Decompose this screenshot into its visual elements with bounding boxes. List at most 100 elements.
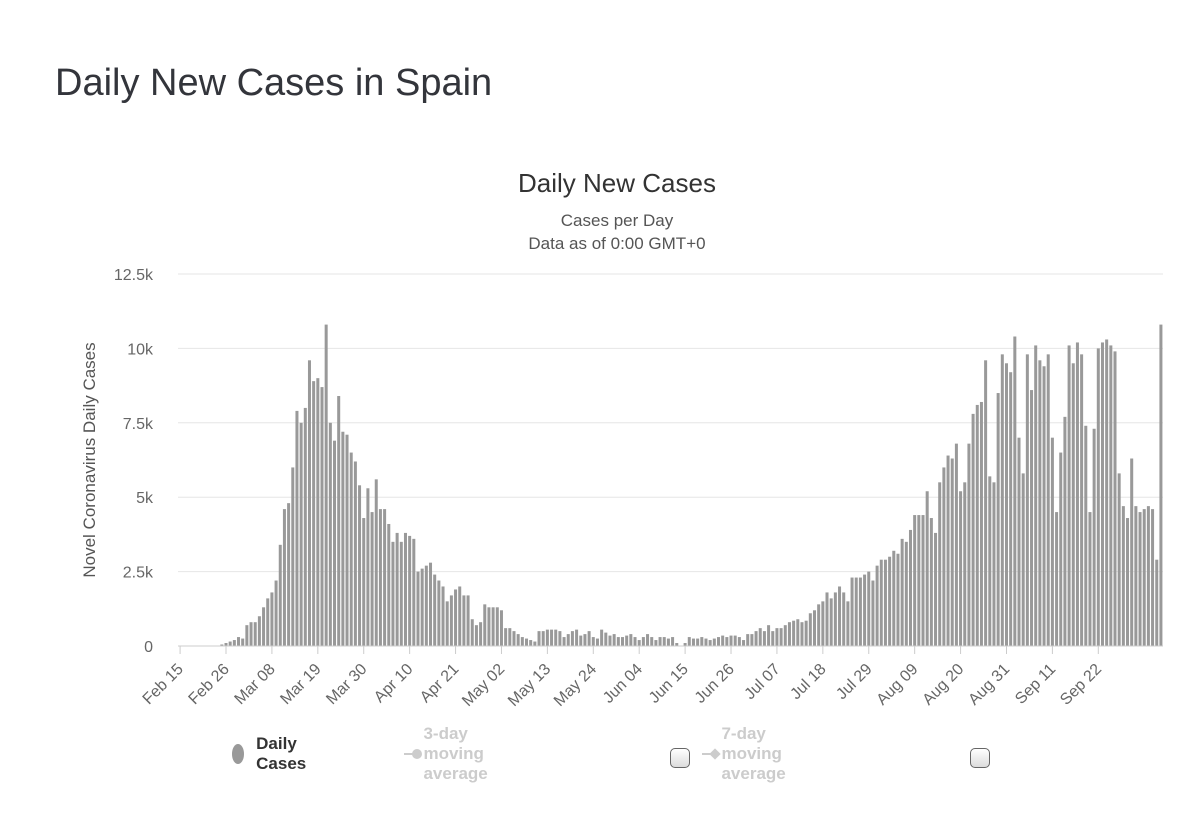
bar-daily-cases[interactable] bbox=[817, 604, 821, 646]
bar-daily-cases[interactable] bbox=[629, 634, 633, 646]
bar-daily-cases[interactable] bbox=[796, 619, 800, 646]
bar-daily-cases[interactable] bbox=[470, 619, 474, 646]
bar-daily-cases[interactable] bbox=[274, 580, 278, 646]
bar-daily-cases[interactable] bbox=[675, 643, 679, 646]
bar-daily-cases[interactable] bbox=[378, 509, 382, 646]
bar-daily-cases[interactable] bbox=[429, 562, 433, 646]
bar-daily-cases[interactable] bbox=[729, 635, 733, 646]
legend-item-daily-cases[interactable]: Daily Cases bbox=[232, 734, 314, 773]
bar-daily-cases[interactable] bbox=[337, 396, 341, 646]
bar-daily-cases[interactable] bbox=[320, 387, 324, 646]
bar-daily-cases[interactable] bbox=[241, 638, 245, 646]
bar-daily-cases[interactable] bbox=[537, 631, 541, 646]
bar-daily-cases[interactable] bbox=[691, 638, 695, 646]
bar-daily-cases[interactable] bbox=[963, 482, 967, 646]
bar-daily-cases[interactable] bbox=[746, 634, 750, 646]
bar-daily-cases[interactable] bbox=[353, 461, 357, 646]
bar-daily-cases[interactable] bbox=[1034, 345, 1038, 646]
bar-daily-cases[interactable] bbox=[721, 635, 725, 646]
bar-daily-cases[interactable] bbox=[575, 629, 579, 646]
bar-daily-cases[interactable] bbox=[787, 622, 791, 646]
bar-daily-cases[interactable] bbox=[474, 625, 478, 646]
bar-daily-cases[interactable] bbox=[483, 604, 487, 646]
bar-daily-cases[interactable] bbox=[704, 638, 708, 646]
bar-daily-cases[interactable] bbox=[1046, 354, 1050, 646]
bar-daily-cases[interactable] bbox=[913, 515, 917, 646]
bar-daily-cases[interactable] bbox=[587, 631, 591, 646]
bar-daily-cases[interactable] bbox=[950, 458, 954, 646]
bar-daily-cases[interactable] bbox=[1105, 339, 1109, 646]
bar-daily-cases[interactable] bbox=[1146, 506, 1150, 646]
bar-daily-cases[interactable] bbox=[408, 535, 412, 646]
bar-daily-cases[interactable] bbox=[1155, 559, 1159, 646]
bar-daily-cases[interactable] bbox=[996, 393, 1000, 646]
bar-daily-cases[interactable] bbox=[812, 610, 816, 646]
bar-daily-cases[interactable] bbox=[792, 620, 796, 646]
bar-daily-cases[interactable] bbox=[291, 467, 295, 646]
bar-daily-cases[interactable] bbox=[863, 574, 867, 646]
bar-daily-cases[interactable] bbox=[892, 550, 896, 646]
bar-daily-cases[interactable] bbox=[804, 620, 808, 646]
bar-daily-cases[interactable] bbox=[591, 637, 595, 646]
bar-daily-cases[interactable] bbox=[533, 641, 537, 646]
bar-daily-cases[interactable] bbox=[499, 610, 503, 646]
bar-daily-cases[interactable] bbox=[846, 601, 850, 646]
bar-daily-cases[interactable] bbox=[454, 589, 458, 646]
bar-daily-cases[interactable] bbox=[237, 637, 241, 646]
bar-daily-cases[interactable] bbox=[925, 491, 929, 646]
bar-daily-cases[interactable] bbox=[341, 431, 345, 646]
bar-daily-cases[interactable] bbox=[917, 515, 921, 646]
bar-daily-cases[interactable] bbox=[900, 538, 904, 646]
bar-daily-cases[interactable] bbox=[1004, 363, 1008, 646]
bar-daily-cases[interactable] bbox=[1130, 458, 1134, 646]
bar-daily-cases[interactable] bbox=[424, 565, 428, 646]
bar-daily-cases[interactable] bbox=[700, 637, 704, 646]
bar-daily-cases[interactable] bbox=[879, 559, 883, 646]
bar-daily-cases[interactable] bbox=[712, 638, 716, 646]
bar-daily-cases[interactable] bbox=[1096, 348, 1100, 646]
bar-daily-cases[interactable] bbox=[583, 634, 587, 646]
bar-daily-cases[interactable] bbox=[516, 634, 520, 646]
bar-daily-cases[interactable] bbox=[370, 512, 374, 646]
bar-daily-cases[interactable] bbox=[316, 378, 320, 646]
bar-daily-cases[interactable] bbox=[867, 571, 871, 646]
bar-daily-cases[interactable] bbox=[708, 640, 712, 646]
bar-daily-cases[interactable] bbox=[775, 628, 779, 646]
bar-daily-cases[interactable] bbox=[1063, 416, 1067, 646]
bar-daily-cases[interactable] bbox=[525, 638, 529, 646]
bar-daily-cases[interactable] bbox=[520, 637, 524, 646]
bar-daily-cases[interactable] bbox=[971, 413, 975, 646]
bar-daily-cases[interactable] bbox=[908, 529, 912, 646]
bar-daily-cases[interactable] bbox=[654, 640, 658, 646]
bar-daily-cases[interactable] bbox=[541, 631, 545, 646]
bar-daily-cases[interactable] bbox=[224, 643, 228, 646]
bar-daily-cases[interactable] bbox=[633, 637, 637, 646]
bar-daily-cases[interactable] bbox=[220, 644, 224, 646]
bar-daily-cases[interactable] bbox=[854, 577, 858, 646]
bar-daily-cases[interactable] bbox=[1021, 473, 1025, 646]
bar-daily-cases[interactable] bbox=[554, 629, 558, 646]
bar-daily-cases[interactable] bbox=[458, 586, 462, 646]
bar-daily-cases[interactable] bbox=[295, 410, 299, 646]
bar-daily-cases[interactable] bbox=[504, 628, 508, 646]
bar-daily-cases[interactable] bbox=[262, 607, 266, 646]
bar-daily-cases[interactable] bbox=[1142, 509, 1146, 646]
bar-daily-cases[interactable] bbox=[366, 488, 370, 646]
bar-daily-cases[interactable] bbox=[625, 635, 629, 646]
bar-daily-cases[interactable] bbox=[1151, 509, 1155, 646]
bar-daily-cases[interactable] bbox=[1059, 452, 1063, 646]
bar-daily-cases[interactable] bbox=[512, 631, 516, 646]
bar-daily-cases[interactable] bbox=[1055, 512, 1059, 646]
bar-daily-cases[interactable] bbox=[1109, 345, 1113, 646]
bar-daily-cases[interactable] bbox=[462, 595, 466, 646]
bar-daily-cases[interactable] bbox=[808, 613, 812, 646]
bar-daily-cases[interactable] bbox=[929, 518, 933, 646]
bar-daily-cases[interactable] bbox=[992, 482, 996, 646]
bar-daily-cases[interactable] bbox=[437, 580, 441, 646]
bar-daily-cases[interactable] bbox=[641, 637, 645, 646]
bar-daily-cases[interactable] bbox=[1092, 428, 1096, 646]
bar-daily-cases[interactable] bbox=[312, 381, 316, 646]
bar-daily-cases[interactable] bbox=[479, 622, 483, 646]
bar-daily-cases[interactable] bbox=[800, 622, 804, 646]
7-day-average-checkbox[interactable] bbox=[970, 748, 990, 768]
